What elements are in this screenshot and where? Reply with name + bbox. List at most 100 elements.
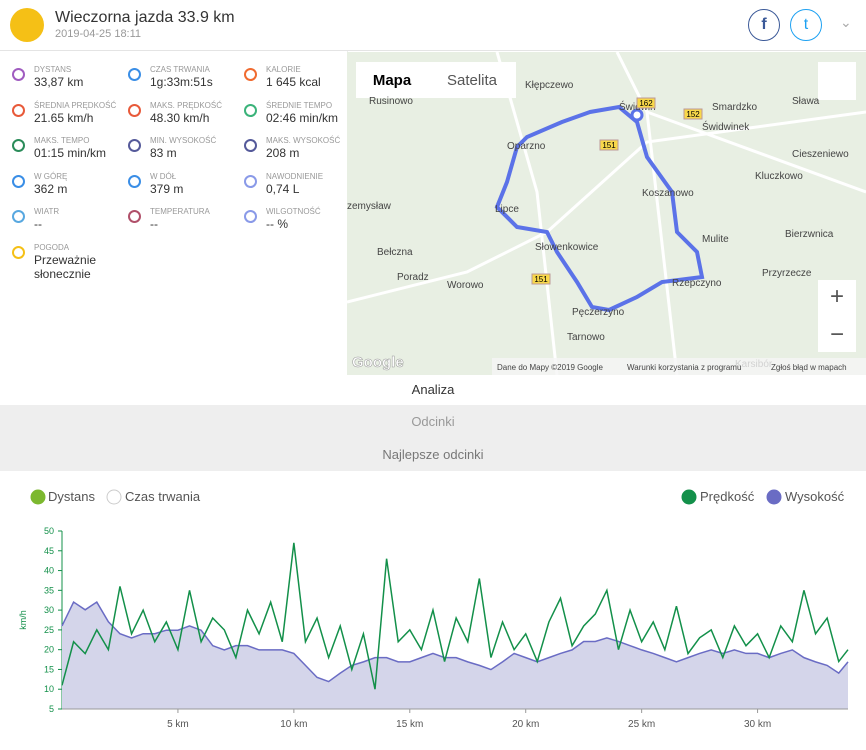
tab[interactable]: Odcinki <box>0 405 866 438</box>
stat-value: 362 m <box>34 181 68 196</box>
x-tick-label: 10 km <box>280 719 307 730</box>
stat-icon <box>128 174 141 188</box>
place-label: Bełczna <box>377 247 413 258</box>
stat-value: 379 m <box>150 181 184 196</box>
road-number: 162 <box>639 99 653 108</box>
fullscreen-button[interactable] <box>818 62 856 100</box>
stat-icon <box>128 139 141 152</box>
legend-check[interactable] <box>681 489 697 505</box>
place-label: Worowo <box>447 280 484 291</box>
route <box>494 104 705 313</box>
stat-value: 1g:33m:51s <box>150 75 213 89</box>
bike-icon <box>10 8 44 42</box>
place-label: Kłępczewo <box>525 80 574 91</box>
stat-label: TEMPERATURA <box>150 207 210 216</box>
map[interactable]: Mapa Satelita + − Kłępczewo Rusinowo Świdw… <box>347 52 866 375</box>
expand-button[interactable]: ⌄ <box>840 14 852 30</box>
place-label: Mulite <box>702 234 729 245</box>
google-logo: Google <box>352 354 404 371</box>
place-label: Przyrzecze <box>762 268 812 279</box>
y-tick-label: 45 <box>44 546 54 556</box>
stat: W DÓŁ 379 m <box>128 172 262 196</box>
stat-label: CZAS TRWANIA <box>150 65 210 74</box>
legend-check[interactable] <box>766 489 782 505</box>
stat-icon <box>12 139 25 152</box>
road-badge <box>531 273 551 285</box>
stat: KALORIE 1 645 kcal <box>244 65 378 89</box>
stat: MAKS. WYSOKOŚĆ 208 m <box>244 136 378 160</box>
stat-value: 1 645 kcal <box>266 75 321 89</box>
place-label: Słowenkowice <box>535 242 599 253</box>
attribution[interactable]: Warunki korzystania z programu <box>627 363 741 372</box>
stat-icon <box>244 174 257 188</box>
stat: POGODA Przeważnie słonecznie <box>12 243 146 281</box>
place-label: Tarnowo <box>567 332 605 343</box>
stat-icon <box>12 210 25 223</box>
stat-icon <box>12 103 25 117</box>
place-label: Oparzno <box>507 141 546 152</box>
legend-label[interactable]: Prędkość <box>700 489 755 504</box>
chart: Dystans Czas trwania Prędkość Wysokość km/h 5… <box>18 489 849 730</box>
place-label: Sława <box>792 96 820 107</box>
stat: DYSTANS 33,87 km <box>12 65 146 89</box>
stat-label: W DÓŁ <box>150 171 177 181</box>
stat-value: -- <box>150 217 158 231</box>
stat-label: MIN. WYSOKOŚĆ <box>150 136 217 145</box>
zoom-control[interactable] <box>818 280 856 352</box>
legend-check[interactable] <box>30 489 46 505</box>
stat-label: POGODA <box>34 242 70 252</box>
legend-label[interactable]: Wysokość <box>785 489 845 504</box>
tab[interactable]: Analiza <box>411 382 455 397</box>
stat: ŚREDNIA PRĘDKOŚĆ 21.65 km/h <box>12 101 146 125</box>
place-label: zemysław <box>347 201 392 212</box>
stat-icon <box>128 103 141 117</box>
zoom-in[interactable]: + <box>830 283 844 310</box>
place-label: Kluczkowo <box>755 171 803 182</box>
stat-label: WILGOTNOŚĆ <box>266 207 321 216</box>
stat: NAWODNIENIE 0,74 L <box>244 172 378 196</box>
start-marker <box>630 108 644 122</box>
place-label: Bierzwnica <box>785 229 834 240</box>
stat: W GÓRĘ 362 m <box>12 172 146 196</box>
stat-label: MAKS. TEMPO <box>34 136 90 145</box>
legend-check[interactable] <box>106 489 122 505</box>
stat-icon <box>244 210 257 223</box>
stat-icon <box>244 68 257 81</box>
legend-label[interactable]: Dystans <box>48 489 95 504</box>
stat: TEMPERATURA -- <box>128 207 262 231</box>
place-label: Świdwinek <box>702 120 750 133</box>
place-label: Lipce <box>495 204 519 215</box>
stat-label: WIATR <box>34 207 60 216</box>
y-tick-label: 40 <box>44 566 54 576</box>
header: Wieczorna jazda 33.9 km 2019-04-25 18:11… <box>0 0 866 51</box>
elevation-line <box>61 600 849 683</box>
facebook-button[interactable]: f <box>748 9 780 41</box>
stat: WIATR -- <box>12 207 146 231</box>
y-tick-label: 20 <box>44 645 54 655</box>
stat-value: 48.30 km/h <box>150 110 210 125</box>
stat: CZAS TRWANIA 1g:33m:51s <box>128 65 262 89</box>
tab[interactable]: Najlepsze odcinki <box>0 438 866 471</box>
attribution-bg <box>492 358 866 375</box>
stat-value: 33,87 km <box>34 75 84 89</box>
y-tick-label: 15 <box>44 664 54 674</box>
stat-value: 21.65 km/h <box>34 110 94 125</box>
stat-value: 02:46 min/km <box>266 110 339 125</box>
place-label: Smardzko <box>712 102 757 113</box>
map-button[interactable]: Mapa <box>373 72 412 89</box>
stat-value: -- <box>34 217 42 231</box>
legend-label[interactable]: Czas trwania <box>125 489 201 504</box>
map-button[interactable]: Satelita <box>447 72 498 89</box>
place-label: Koszanowo <box>642 188 694 199</box>
x-tick-label: 30 km <box>744 719 771 730</box>
twitter-button[interactable]: t <box>790 9 822 41</box>
x-tick-label: 20 km <box>512 719 539 730</box>
stat-icon <box>128 210 141 223</box>
stat: MAKS. TEMPO 01:15 min/km <box>12 136 146 160</box>
attribution[interactable]: Zgłoś błąd w mapach <box>771 363 847 372</box>
y-tick-label: 5 <box>49 704 54 714</box>
y-tick-label: 10 <box>44 684 54 694</box>
zoom-out[interactable]: − <box>830 321 844 348</box>
stat-icon <box>128 68 141 81</box>
